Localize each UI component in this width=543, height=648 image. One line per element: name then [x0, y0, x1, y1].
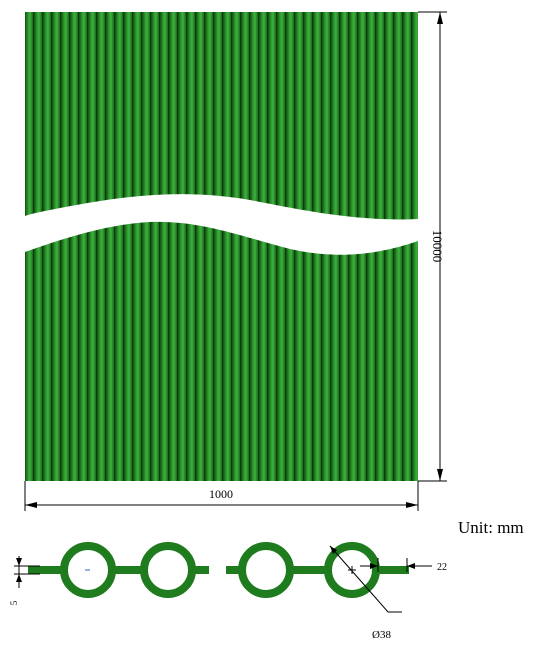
upper-panel-section [25, 12, 418, 220]
lower-panel-section [25, 221, 418, 481]
tube-ring [238, 542, 294, 598]
tube-ring [140, 542, 196, 598]
tube-ring [60, 542, 116, 598]
tube-ring [324, 542, 380, 598]
unit-label: Unit: mm [458, 518, 524, 537]
width-dimension [24, 481, 419, 511]
fin-thickness-label: 5 [9, 600, 19, 605]
diameter-label: Ø38 [372, 629, 391, 641]
diameter-leader [329, 545, 402, 613]
tube-rings [60, 542, 380, 598]
fin-thickness-dimension [14, 556, 40, 588]
pitch-dimension [360, 558, 432, 572]
height-dimension-label: 10000 [430, 230, 445, 263]
height-dimension [418, 11, 447, 482]
pitch-label: 22 [437, 562, 447, 573]
membrane-fins [28, 566, 409, 574]
cross-section [28, 542, 409, 598]
width-dimension-label: 1000 [209, 487, 233, 501]
